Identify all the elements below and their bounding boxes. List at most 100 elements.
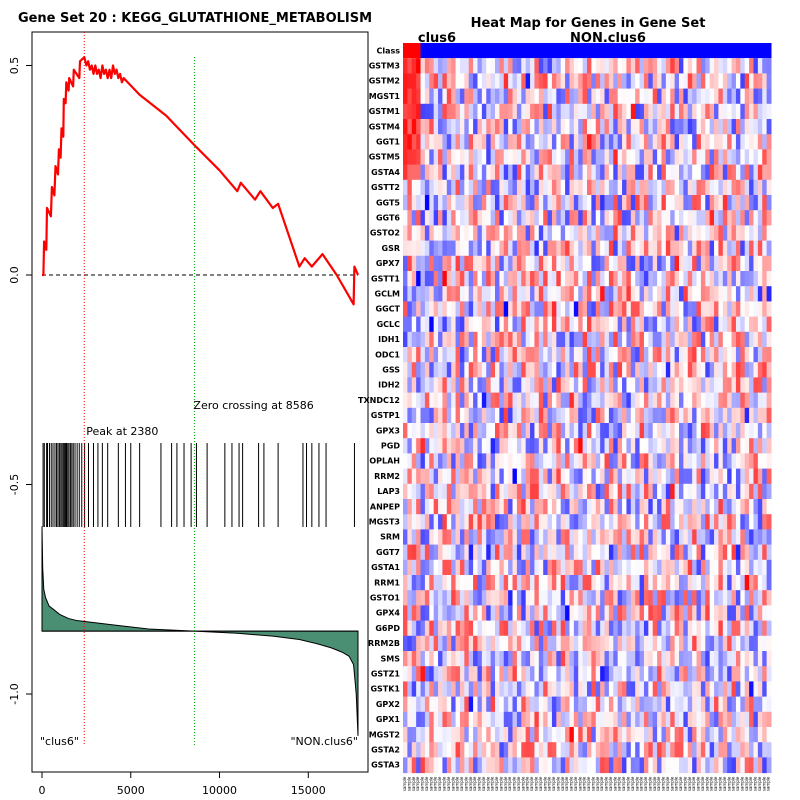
heatmap-cell (692, 696, 698, 713)
heatmap-cell (714, 575, 719, 591)
heatmap-cell (464, 210, 470, 226)
heatmap-cell (473, 514, 478, 530)
heatmap-cell (639, 195, 645, 211)
heatmap-cell (718, 347, 724, 363)
heatmap-cell (446, 179, 452, 196)
heatmap-cell (525, 225, 531, 242)
heatmap-cell (578, 727, 584, 743)
heatmap-row-label: GPX2 (376, 700, 400, 709)
heatmap-cell (700, 179, 706, 196)
heatmap-cell (403, 696, 408, 713)
heatmap-cell (446, 210, 452, 226)
heatmap-cell (714, 179, 719, 196)
heatmap-cell (635, 88, 641, 105)
heatmap-cell (692, 240, 698, 257)
heatmap-cell (665, 225, 671, 242)
class-cell (499, 43, 505, 59)
heatmap-cell (556, 696, 562, 713)
heatmap-cell (722, 605, 728, 622)
heatmap-cell (604, 347, 610, 363)
heatmap-cell (556, 681, 562, 698)
heatmap-cell (665, 240, 671, 257)
heatmap-cell (622, 575, 627, 591)
heatmap-cell (714, 225, 719, 242)
heatmap-cell (643, 727, 649, 743)
heatmap-cell (499, 377, 505, 394)
heatmap-cell (740, 362, 746, 378)
heatmap-cell (674, 559, 680, 576)
heatmap-cell (714, 255, 719, 272)
heatmap-cell (534, 134, 540, 150)
heatmap-cell (499, 711, 505, 728)
heatmap-cell (556, 331, 562, 348)
heatmap-cell (709, 666, 715, 682)
heatmap-cell (543, 651, 549, 667)
heatmap-cell (411, 757, 417, 774)
heatmap-cell (696, 727, 702, 743)
heatmap-cell (622, 362, 627, 378)
heatmap-column-label: sample (402, 776, 407, 791)
heatmap-cell (543, 286, 549, 302)
heatmap-cell (582, 103, 588, 120)
heatmap-cell (608, 635, 614, 652)
heatmap-cell (617, 134, 623, 150)
heatmap-cell (591, 164, 597, 181)
heatmap-cell (442, 225, 448, 242)
heatmap-cell (617, 271, 623, 287)
heatmap-cell (727, 605, 733, 622)
heatmap-cell (595, 666, 601, 682)
heatmap-cell (705, 423, 711, 439)
heatmap-cell (700, 620, 706, 637)
heatmap-cell (424, 407, 430, 424)
heatmap-cell (455, 453, 461, 470)
heatmap-cell (753, 73, 759, 90)
ranked-metric-area (41, 526, 359, 736)
heatmap-cell (735, 362, 741, 378)
heatmap-cell (490, 575, 496, 591)
heatmap-cell (481, 757, 487, 774)
heatmap-cell (591, 286, 597, 302)
heatmap-cell (643, 271, 649, 287)
heatmap-cell (740, 468, 746, 485)
heatmap-cell (573, 195, 579, 211)
heatmap-cell (490, 499, 496, 515)
heatmap-cell (587, 544, 592, 561)
heatmap-cell (455, 483, 461, 500)
heatmap-cell (521, 392, 527, 409)
heatmap-cell (499, 423, 505, 439)
heatmap-cell (551, 514, 557, 530)
heatmap-cell (403, 58, 408, 74)
heatmap-cell (411, 88, 417, 105)
heatmap-cell (543, 605, 549, 622)
heatmap-cell (565, 499, 570, 515)
heatmap-cell (727, 514, 733, 530)
heatmap-cell (714, 742, 719, 758)
heatmap-cell (630, 757, 636, 774)
heatmap-cell (661, 529, 667, 546)
heatmap-cell (766, 271, 772, 287)
heatmap-cell (600, 605, 606, 622)
heatmap-cell (578, 407, 584, 424)
heatmap-cell (753, 255, 759, 272)
heatmap-cell (766, 134, 772, 150)
heatmap-cell (709, 149, 715, 166)
heatmap-cell (525, 347, 531, 363)
heatmap-cell (512, 529, 518, 546)
heatmap-cell (490, 225, 496, 242)
heatmap-cell (670, 423, 676, 439)
heatmap-cell (411, 696, 417, 713)
heatmap-cell (464, 711, 470, 728)
heatmap-cell (727, 73, 733, 90)
heatmap-cell (692, 88, 698, 105)
heatmap-cell (429, 483, 435, 500)
heatmap-cell (762, 438, 768, 454)
heatmap-cell (530, 362, 535, 378)
heatmap-cell (451, 696, 457, 713)
heatmap-cell (481, 407, 487, 424)
heatmap-cell (696, 559, 702, 576)
heatmap-cell (639, 73, 645, 90)
heatmap-cell (451, 559, 457, 576)
heatmap-cell (700, 164, 706, 181)
heatmap-cell (665, 605, 671, 622)
